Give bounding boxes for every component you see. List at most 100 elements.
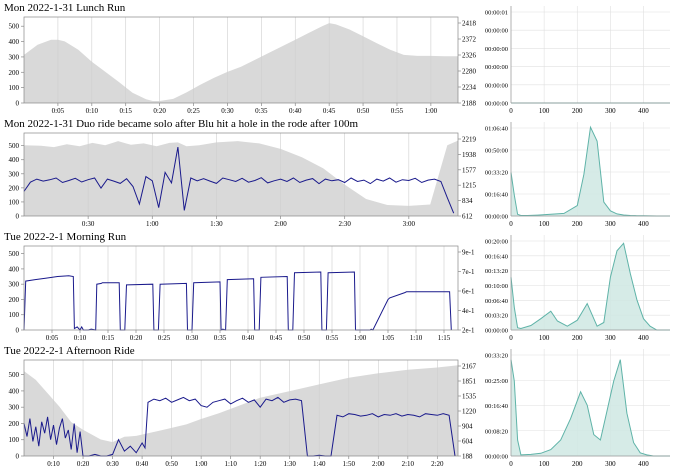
x-tick-label: 0:30 [106,460,119,468]
y2-tick-label: 834 [462,197,473,205]
x-tick-label: 0:50 [357,107,370,115]
y-tick-label: 100 [9,198,20,206]
chart-svg: 0 100 200 300 400 500 2e-1 4e-1 6e-1 7e-1 9e-1 0:05… [9,235,670,342]
hist-y-tick-label: 00:00:00 [485,28,508,35]
x-tick-label: 0:55 [326,334,339,342]
hist-area [511,359,670,456]
x-tick-label: 0:45 [270,334,283,342]
chart-svg: 0 100 200 300 400 500 188 604 904 1220 1535 1851 216… [9,349,670,468]
y2-tick-label: 2326 [462,52,477,60]
y-tick-label: 200 [9,420,20,428]
x-tick-label: 0:25 [158,334,171,342]
y2-tick-label: 9e-1 [462,249,475,257]
y-tick-label: 300 [9,281,20,289]
y2-tick-label: 7e-1 [462,268,475,276]
y2-tick-label: 2167 [462,363,477,371]
hist-y-tick-label: 00:06:40 [485,298,508,305]
y-tick-label: 400 [9,156,20,164]
hist-x-tick-label: 100 [539,334,550,342]
y2-tick-label: 1535 [462,393,477,401]
x-tick-label: 1:30 [283,460,296,468]
plot-frame [23,16,459,104]
hist-x-tick-label: 300 [605,220,616,228]
hist-y-tick-label: 00:16:40 [485,253,508,260]
x-tick-label: 2:30 [338,220,351,228]
x-tick-label: 1:15 [438,334,451,342]
hist-y-tick-label: 00:50:00 [485,148,508,155]
x-tick-label: 1:20 [254,460,267,468]
y2-tick-label: 2372 [462,36,477,44]
x-tick-label: 1:30 [210,220,223,228]
hist-x-tick-label: 0 [509,334,513,342]
x-tick-label: 2:00 [372,460,385,468]
chart-panel-1: Mon 2022-1-31 Duo ride became solo after… [0,116,690,229]
hist-area [511,127,670,216]
hist-x-tick-label: 200 [572,220,583,228]
hist-x-tick-label: 0 [509,460,513,468]
hist-x-tick-label: 100 [539,107,550,115]
x-tick-label: 1:00 [425,107,438,115]
y-tick-label: 200 [9,184,20,192]
y-tick-label: 0 [16,213,20,221]
x-tick-label: 0:15 [119,107,132,115]
x-tick-label: 3:00 [403,220,416,228]
chart-panel-0: Mon 2022-1-31 Lunch Run 0 100 200 300 400 500 2… [0,0,690,116]
hist-y-tick-label: 00:16:40 [485,192,508,199]
x-tick-label: 0:40 [136,460,149,468]
hist-x-tick-label: 200 [572,107,583,115]
hist-y-tick-label: 00:25:00 [485,378,508,385]
x-tick-label: 0:10 [86,107,99,115]
hist-y-tick-label: 00:20:00 [485,239,508,246]
y-tick-label: 400 [9,265,20,273]
x-tick-label: 1:10 [410,334,423,342]
y2-tick-label: 1220 [462,408,477,416]
hist-y-tick-label: 00:13:20 [485,268,508,275]
x-tick-label: 0:20 [153,107,166,115]
hist-x-tick-label: 0 [509,220,513,228]
power-line [23,396,456,457]
elevation-area [24,23,458,104]
chart-panel-2: Tue 2022-2-1 Morning Run 0 100 200 300 400 500… [0,229,690,343]
plot-frame [23,245,459,331]
plot-frame [23,132,459,217]
x-tick-label: 0:40 [289,107,302,115]
y2-tick-label: 1938 [462,151,477,159]
chart-panel-3: Tue 2022-2-1 Afternoon Ride 0 100 200 300 400… [0,343,690,469]
y-tick-label: 400 [9,38,20,46]
hist-x-tick-label: 200 [572,334,583,342]
x-tick-label: 1:50 [343,460,356,468]
hist-y-tick-label: 00:00:00 [485,328,508,335]
x-tick-label: 0:20 [77,460,90,468]
x-tick-label: 1:10 [224,460,237,468]
hist-x-tick-label: 200 [572,460,583,468]
y2-tick-label: 604 [462,438,473,446]
y-tick-label: 300 [9,170,20,178]
y-tick-label: 500 [9,142,20,150]
x-tick-label: 0:30 [82,220,95,228]
y2-tick-label: 612 [462,213,473,221]
hist-y-tick-label: 00:00:00 [485,454,508,461]
elevation-area [24,365,458,456]
hist-x-tick-label: 300 [605,334,616,342]
y2-tick-label: 2188 [462,100,477,108]
hist-x-tick-label: 400 [638,460,649,468]
y-tick-label: 300 [9,404,20,412]
hist-y-tick-label: 00:03:20 [485,313,508,320]
x-tick-label: 0:50 [298,334,311,342]
hist-y-tick-label: 01:06:40 [485,126,508,133]
x-tick-label: 1:40 [313,460,326,468]
chart-svg: 0 100 200 300 400 500 612 834 1215 1577 1938 2219 0:… [9,122,670,228]
x-tick-label: 0:55 [391,107,404,115]
hist-y-tick-label: 00:00:00 [485,214,508,221]
hist-y-tick-label: 00:16:40 [485,403,508,410]
y2-tick-label: 4e-1 [462,307,475,315]
y2-tick-label: 2219 [462,136,477,144]
chart-title: Tue 2022-2-1 Afternoon Ride [4,345,135,357]
x-tick-label: 1:00 [195,460,208,468]
y2-tick-label: 2234 [462,84,477,92]
hist-area [511,243,670,330]
y-tick-label: 100 [9,311,20,319]
x-tick-label: 1:00 [146,220,159,228]
hist-x-tick-label: 100 [539,220,550,228]
y-tick-label: 0 [16,100,20,108]
